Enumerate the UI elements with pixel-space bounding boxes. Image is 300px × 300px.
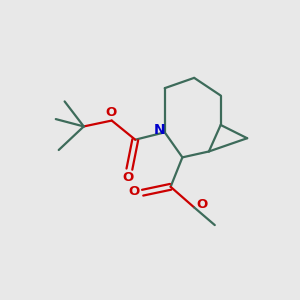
Text: O: O [122, 172, 134, 184]
Text: O: O [197, 198, 208, 211]
Text: O: O [106, 106, 117, 119]
Text: N: N [154, 123, 165, 137]
Text: O: O [129, 185, 140, 198]
